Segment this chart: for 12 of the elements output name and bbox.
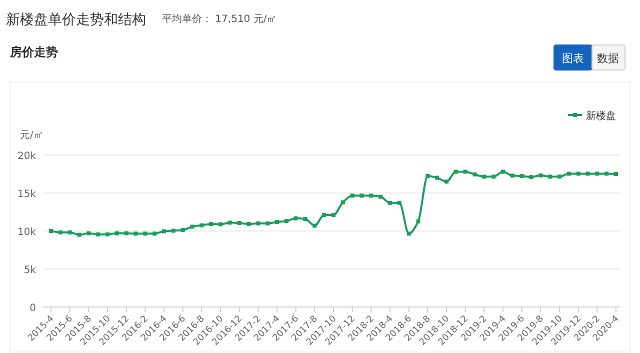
text: 数据	[597, 52, 619, 65]
y-tick-label: 15k	[17, 189, 36, 200]
y-tick-label: 0	[30, 303, 36, 314]
text: 房价走势	[9, 45, 58, 59]
y-axis-title: 元/㎡	[20, 130, 44, 141]
text: 图表	[562, 52, 584, 65]
y-tick-label: 10k	[17, 227, 36, 238]
legend-label: 新楼盘	[586, 110, 616, 122]
y-tick-label: 20k	[17, 151, 36, 162]
subtitle: 平均单价： 17,510 元/㎡	[162, 14, 277, 25]
y-tick-label: 5k	[24, 265, 36, 276]
title: 新楼盘单价走势和结构	[6, 12, 146, 28]
